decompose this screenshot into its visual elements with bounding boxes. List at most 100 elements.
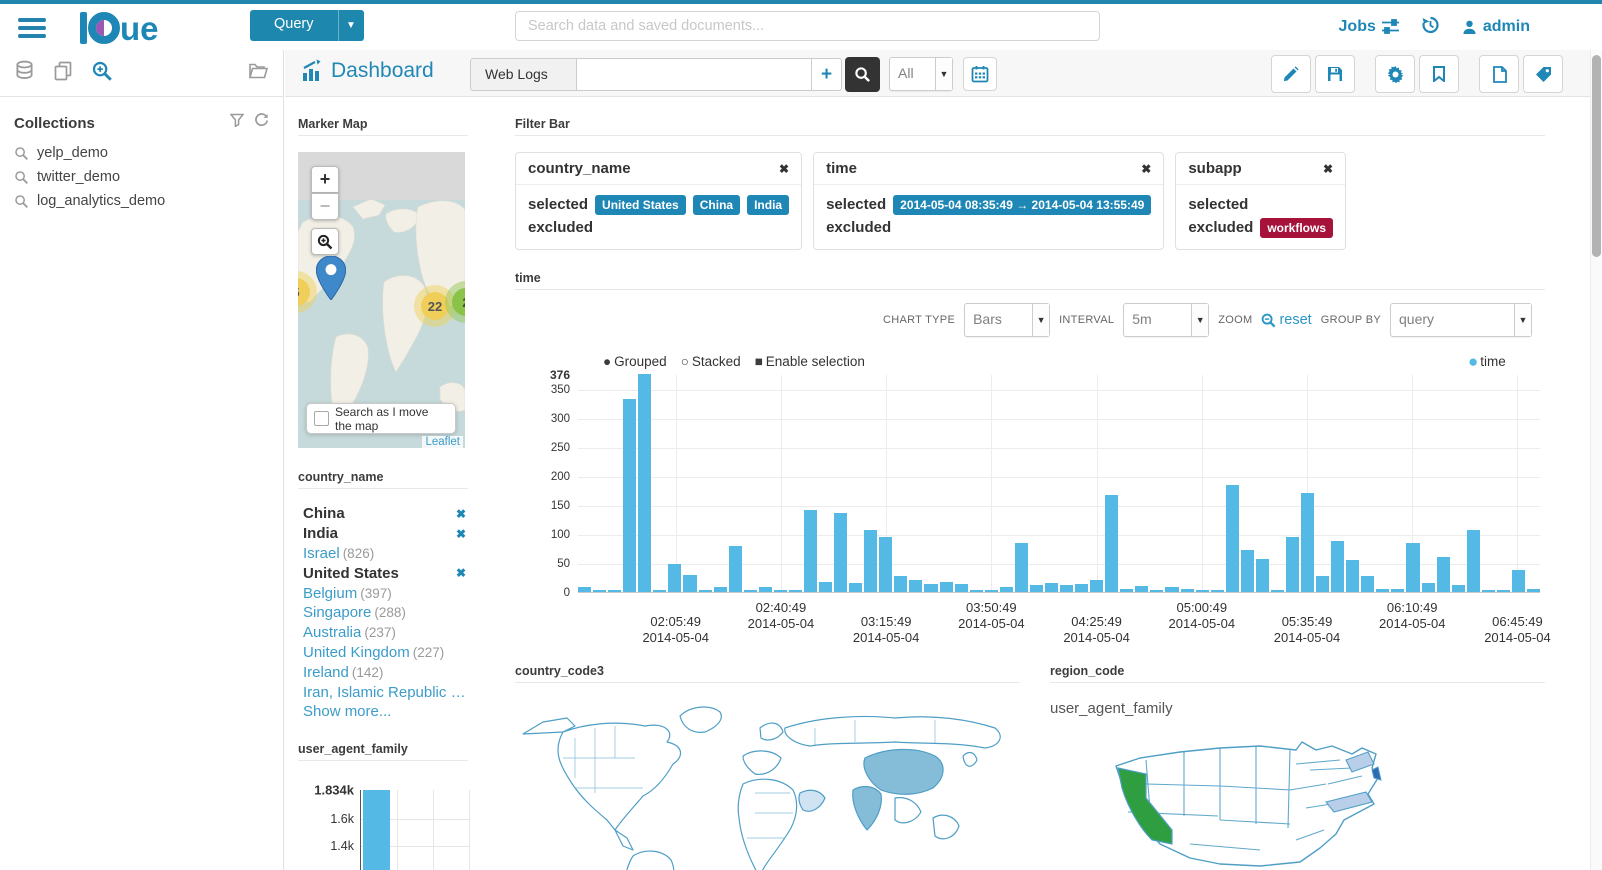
interval-select[interactable]: 5m ▼ xyxy=(1123,303,1210,337)
bar[interactable] xyxy=(939,582,953,592)
map-cluster[interactable]: 2 xyxy=(452,288,465,316)
bar[interactable] xyxy=(1376,589,1390,592)
bar[interactable] xyxy=(668,564,682,592)
bar[interactable] xyxy=(834,513,848,592)
bar[interactable] xyxy=(1466,530,1480,592)
bar[interactable] xyxy=(743,590,757,592)
facet-value[interactable]: Australia xyxy=(303,624,362,642)
leaflet-attribution-link[interactable]: Leaflet xyxy=(422,436,463,448)
bar[interactable] xyxy=(999,587,1013,592)
collection-name-box[interactable]: Web Logs xyxy=(470,58,576,91)
scrollbar-thumb[interactable] xyxy=(1592,55,1601,257)
bar[interactable] xyxy=(1195,590,1209,592)
bar[interactable] xyxy=(1406,543,1420,592)
bar[interactable] xyxy=(1285,537,1299,592)
region-code-map[interactable] xyxy=(1100,724,1430,870)
hue-logo[interactable]: ue xyxy=(78,9,183,52)
filter-value-badge[interactable]: 2014-05-04 08:35:49 → 2014-05-04 13:55:4… xyxy=(893,194,1152,215)
bar[interactable] xyxy=(1075,584,1089,592)
remove-facet-icon[interactable]: ✖ xyxy=(455,566,466,581)
bar[interactable] xyxy=(909,580,923,592)
map-magnify-button[interactable] xyxy=(311,228,339,255)
map-zoom-in-button[interactable]: + xyxy=(311,166,339,193)
save-dashboard-button[interactable] xyxy=(1315,55,1355,93)
bar[interactable] xyxy=(1044,583,1058,592)
dashboard-query-input[interactable] xyxy=(576,58,812,91)
tags-button[interactable] xyxy=(1523,55,1563,93)
bar[interactable] xyxy=(1451,585,1465,592)
bar[interactable] xyxy=(1496,590,1510,592)
global-search-input[interactable] xyxy=(515,11,1100,41)
collection-item[interactable]: yelp_demo xyxy=(0,141,283,165)
bar[interactable] xyxy=(1481,590,1495,592)
zoom-reset-link[interactable]: reset xyxy=(1261,312,1312,328)
close-filter-icon[interactable]: ✖ xyxy=(1141,161,1152,176)
refresh-icon[interactable] xyxy=(254,113,269,133)
bar[interactable] xyxy=(1165,587,1179,592)
bar[interactable] xyxy=(1346,560,1360,592)
bar[interactable] xyxy=(1270,590,1284,592)
search-as-move-checkbox[interactable] xyxy=(314,411,329,426)
bar[interactable] xyxy=(1421,583,1435,592)
bar[interactable] xyxy=(1526,589,1540,592)
settings-button[interactable] xyxy=(1375,55,1415,93)
marker-map[interactable]: + − 5 22 2 Search as I move the map Leaf… xyxy=(298,152,465,448)
bar[interactable] xyxy=(1316,576,1330,592)
history-icon[interactable] xyxy=(1421,16,1440,39)
map-cluster[interactable]: 22 xyxy=(421,292,449,320)
hamburger-menu-icon[interactable] xyxy=(18,14,48,40)
bar[interactable] xyxy=(1014,543,1028,592)
facet-item[interactable]: Iran, Islamic Republic of ... xyxy=(303,682,466,702)
facet-item[interactable]: Israel (826) xyxy=(303,544,466,564)
close-filter-icon[interactable]: ✖ xyxy=(779,161,790,176)
series-legend[interactable]: ● time xyxy=(1468,353,1506,370)
bar[interactable] xyxy=(698,590,712,592)
user-menu[interactable]: admin xyxy=(1462,18,1530,36)
bar[interactable] xyxy=(728,546,742,592)
facet-item[interactable]: Australia (237) xyxy=(303,623,466,643)
new-document-button[interactable] xyxy=(1479,55,1519,93)
bookmark-button[interactable] xyxy=(1419,55,1459,93)
bar[interactable] xyxy=(1255,559,1269,592)
search-assist-icon[interactable] xyxy=(91,60,113,87)
show-more-link[interactable]: Show more... xyxy=(303,703,392,720)
bar[interactable] xyxy=(608,590,622,592)
bar[interactable] xyxy=(1331,541,1345,592)
bar[interactable] xyxy=(638,374,652,592)
query-button[interactable]: Query ▼ xyxy=(250,10,364,41)
user-agent-family-chart[interactable] xyxy=(360,790,470,870)
vertical-scrollbar[interactable] xyxy=(1590,50,1602,870)
facet-item[interactable]: United Kingdom (227) xyxy=(303,643,466,663)
bar[interactable] xyxy=(1029,585,1043,592)
collection-item[interactable]: log_analytics_demo xyxy=(0,189,283,213)
bar[interactable] xyxy=(1301,493,1315,592)
chart-mode-option[interactable]: ○ Stacked xyxy=(681,354,741,369)
bar[interactable] xyxy=(864,530,878,592)
map-cluster[interactable]: 5 xyxy=(298,278,310,306)
facet-item[interactable]: Singapore (288) xyxy=(303,603,466,623)
bar[interactable] xyxy=(1210,590,1224,592)
bar[interactable] xyxy=(879,537,893,592)
filter-funnel-icon[interactable] xyxy=(229,113,245,133)
bar[interactable] xyxy=(713,587,727,592)
bar[interactable] xyxy=(1090,580,1104,592)
bar[interactable] xyxy=(984,590,998,592)
facet-value[interactable]: Belgium xyxy=(303,584,358,602)
bar[interactable] xyxy=(1135,586,1149,592)
facet-value[interactable]: United Kingdom xyxy=(303,643,410,661)
bar[interactable] xyxy=(969,590,983,592)
bar[interactable] xyxy=(788,590,802,592)
bar[interactable] xyxy=(1225,485,1239,592)
folder-icon[interactable] xyxy=(247,60,269,86)
facet-value[interactable]: Israel xyxy=(303,544,340,562)
filter-value-badge[interactable]: India xyxy=(747,194,790,215)
bar[interactable] xyxy=(683,575,697,592)
bar[interactable] xyxy=(819,582,833,592)
databases-icon[interactable] xyxy=(14,60,35,86)
map-zoom-out-button[interactable]: − xyxy=(311,193,339,220)
remove-facet-icon[interactable]: ✖ xyxy=(455,506,466,521)
bar[interactable] xyxy=(593,590,607,592)
bar[interactable] xyxy=(1391,589,1405,592)
bar[interactable] xyxy=(1060,585,1074,592)
bar[interactable] xyxy=(1120,589,1134,592)
